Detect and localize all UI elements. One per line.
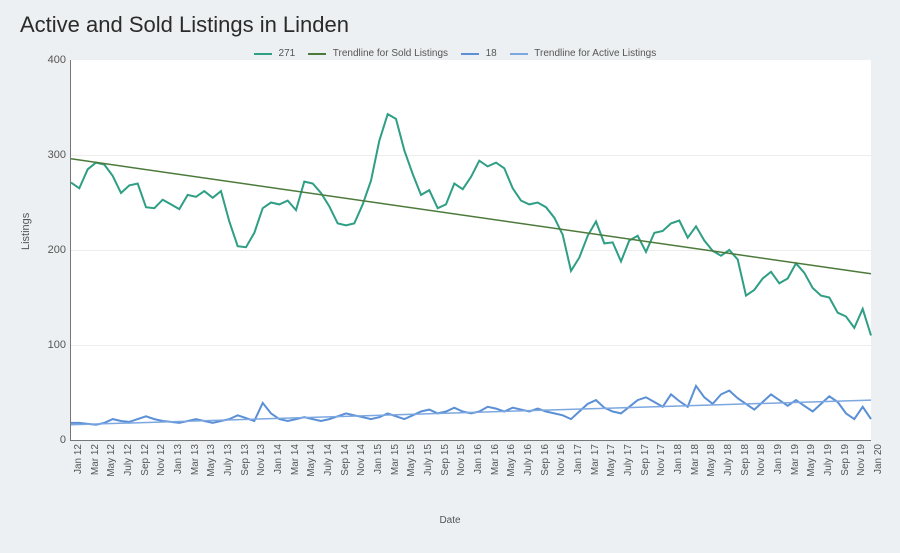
legend-label-sold: 271 <box>279 48 296 59</box>
x-tick-label: Mar 18 <box>690 444 701 475</box>
x-tick-label: May 12 <box>106 444 117 477</box>
legend-label-sold-trend: Trendline for Sold Listings <box>333 48 448 59</box>
legend-swatch-active-trend <box>510 53 528 55</box>
plot-area <box>70 60 871 441</box>
x-tick-label: July 14 <box>323 444 334 476</box>
x-tick-label: Nov 18 <box>756 444 767 476</box>
x-tick-label: May 19 <box>806 444 817 477</box>
x-tick-label: Sep 18 <box>740 444 751 476</box>
y-tick-label: 400 <box>26 54 66 66</box>
chart-legend: 271 Trendline for Sold Listings 18 Trend… <box>0 48 900 59</box>
x-tick-label: Jan 13 <box>173 444 184 474</box>
x-tick-label: July 19 <box>823 444 834 476</box>
x-tick-label: Jan 14 <box>273 444 284 474</box>
trendline-active <box>71 400 871 425</box>
y-tick-label: 200 <box>26 244 66 256</box>
x-tick-label: Jan 12 <box>73 444 84 474</box>
x-tick-label: Sep 15 <box>440 444 451 476</box>
x-tick-label: Nov 16 <box>556 444 567 476</box>
x-tick-label: Sep 19 <box>840 444 851 476</box>
x-tick-label: May 14 <box>306 444 317 477</box>
chart-svg <box>71 60 871 440</box>
chart-title: Active and Sold Listings in Linden <box>20 12 349 38</box>
x-tick-label: Sep 13 <box>240 444 251 476</box>
x-tick-label: Mar 13 <box>190 444 201 475</box>
x-tick-label: Nov 17 <box>656 444 667 476</box>
x-axis-ticks: Jan 12 Mar 12 May 12 July 12 Sep 12 Nov 12 Jan… <box>70 444 870 514</box>
x-tick-label: July 13 <box>223 444 234 476</box>
x-tick-label: Mar 17 <box>590 444 601 475</box>
legend-swatch-sold <box>254 53 272 55</box>
y-tick-label: 300 <box>26 149 66 161</box>
series-active-line <box>71 386 871 425</box>
x-tick-label: Nov 19 <box>856 444 867 476</box>
x-tick-label: Jan 17 <box>573 444 584 474</box>
x-tick-label: Jan 19 <box>773 444 784 474</box>
series-sold-line <box>71 114 871 335</box>
x-tick-label: Sep 12 <box>140 444 151 476</box>
x-tick-label: July 18 <box>723 444 734 476</box>
x-tick-label: Sep 16 <box>540 444 551 476</box>
y-tick-label: 100 <box>26 339 66 351</box>
x-tick-label: May 15 <box>406 444 417 477</box>
x-tick-label: Jan 15 <box>373 444 384 474</box>
x-tick-label: Nov 15 <box>456 444 467 476</box>
x-axis-label: Date <box>0 515 900 526</box>
x-tick-label: May 17 <box>606 444 617 477</box>
x-tick-label: July 17 <box>623 444 634 476</box>
x-tick-label: Jan 20 <box>873 444 884 474</box>
legend-label-active: 18 <box>486 48 497 59</box>
x-tick-label: July 15 <box>423 444 434 476</box>
x-tick-label: Sep 17 <box>640 444 651 476</box>
x-tick-label: Nov 14 <box>356 444 367 476</box>
x-tick-label: Mar 15 <box>390 444 401 475</box>
x-tick-label: Nov 13 <box>256 444 267 476</box>
legend-label-active-trend: Trendline for Active Listings <box>534 48 656 59</box>
y-tick-label: 0 <box>26 434 66 446</box>
x-tick-label: Mar 14 <box>290 444 301 475</box>
x-tick-label: July 16 <box>523 444 534 476</box>
x-tick-label: Mar 12 <box>90 444 101 475</box>
x-tick-label: Sep 14 <box>340 444 351 476</box>
x-tick-label: July 12 <box>123 444 134 476</box>
x-tick-label: Mar 19 <box>790 444 801 475</box>
x-tick-label: Jan 18 <box>673 444 684 474</box>
x-tick-label: Nov 12 <box>156 444 167 476</box>
x-tick-label: May 13 <box>206 444 217 477</box>
legend-swatch-sold-trend <box>308 53 326 55</box>
x-tick-label: May 16 <box>506 444 517 477</box>
chart-container: Active and Sold Listings in Linden 271 T… <box>0 0 900 553</box>
legend-swatch-active <box>461 53 479 55</box>
x-tick-label: Mar 16 <box>490 444 501 475</box>
x-tick-label: Jan 16 <box>473 444 484 474</box>
x-tick-label: May 18 <box>706 444 717 477</box>
